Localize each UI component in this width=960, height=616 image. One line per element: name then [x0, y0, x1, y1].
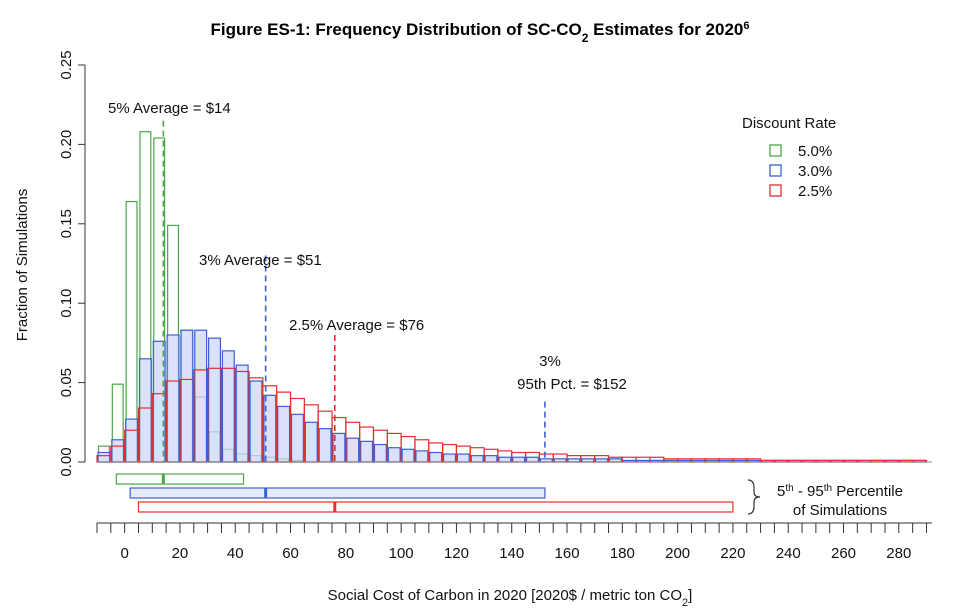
histogram-bar	[401, 448, 415, 463]
x-axis-label: Social Cost of Carbon in 2020 [2020$ / m…	[328, 587, 693, 609]
histogram-bar	[443, 453, 457, 463]
avg-5pct-label: 5% Average = $14	[108, 100, 231, 117]
x-tick-label: 280	[886, 545, 911, 562]
legend: Discount Rate 5.0% 3.0% 2.5%	[742, 115, 836, 200]
legend-title: Discount Rate	[742, 115, 836, 132]
histogram-bar	[111, 439, 125, 463]
histogram-bar	[387, 447, 401, 463]
histogram-bar	[138, 358, 152, 463]
histogram-bar	[415, 450, 429, 463]
percentile-label-line2: of Simulations	[793, 502, 887, 519]
histogram-bar	[512, 456, 526, 463]
histogram-bar	[304, 421, 318, 463]
histogram-bar	[346, 437, 360, 463]
x-tick-label: 200	[665, 545, 690, 562]
percentile-brace	[747, 479, 761, 515]
y-tick-label: 0.20	[58, 130, 75, 159]
legend-swatch-5pct	[769, 144, 782, 157]
x-tick-label: 0	[120, 545, 128, 562]
x-tick-label: 100	[389, 545, 414, 562]
y-axis-label: Fraction of Simulations	[14, 189, 31, 342]
histogram-bar	[373, 443, 387, 463]
percentile-bars	[115, 473, 734, 513]
y-tick-label: 0.25	[58, 50, 75, 79]
histogram-bar	[249, 380, 263, 463]
pct95-label-line2: 95th Pct. = $152	[517, 376, 627, 393]
percentile-label-line1: 5th - 95th Percentile	[777, 483, 903, 501]
histogram-bar	[290, 413, 304, 463]
y-tick-label: 0.05	[58, 368, 75, 397]
histogram-bar	[498, 456, 512, 463]
x-tick-label: 60	[282, 545, 299, 562]
series-3pct-bars	[97, 329, 927, 463]
percentile-bar	[115, 473, 245, 485]
histogram-bar	[456, 453, 470, 463]
histogram-bar	[360, 440, 374, 463]
average-lines	[162, 120, 546, 462]
histogram-bar	[277, 405, 291, 463]
histogram-bar	[429, 451, 443, 463]
x-tick-label: 240	[776, 545, 801, 562]
series-2-5pct-bars	[96, 367, 928, 463]
chart-title: Figure ES-1: Frequency Distribution of S…	[211, 20, 750, 45]
histogram-bar	[525, 456, 539, 463]
legend-swatch-2-5pct	[769, 184, 782, 197]
y-axis: 0.00 0.05 0.10 0.15 0.20 0.25	[58, 50, 86, 477]
legend-label-3pct: 3.0%	[798, 163, 832, 180]
histogram-bar	[318, 428, 332, 463]
pct95-label-line1: 3%	[539, 353, 561, 370]
histogram-bar	[235, 364, 249, 463]
histogram-bar	[180, 329, 194, 463]
y-tick-label: 0.15	[58, 209, 75, 238]
x-tick-label: 160	[555, 545, 580, 562]
legend-label-5pct: 5.0%	[798, 143, 832, 160]
histogram-bar	[207, 337, 222, 463]
x-tick-label: 140	[499, 545, 524, 562]
y-tick-label: 0.00	[58, 447, 75, 476]
histogram-bar	[470, 455, 484, 463]
x-tick-label: 80	[337, 545, 354, 562]
histogram-bar	[97, 451, 111, 463]
x-tick-label: 260	[831, 545, 856, 562]
legend-swatch-3pct	[769, 164, 782, 177]
avg-3pct-label: 3% Average = $51	[199, 252, 322, 269]
x-tick-label: 120	[444, 545, 469, 562]
histogram-bar	[125, 418, 139, 463]
avg-2-5pct-label: 2.5% Average = $76	[289, 317, 424, 334]
x-tick-label: 40	[227, 545, 244, 562]
x-tick-label: 180	[610, 545, 635, 562]
legend-label-2-5pct: 2.5%	[798, 183, 832, 200]
x-tick-label: 20	[172, 545, 189, 562]
x-tick-label: 220	[720, 545, 745, 562]
x-axis: 0 20 40 60 80 100 120 140 160 180 200 220 240 260 280	[96, 522, 932, 562]
histogram-bar	[221, 350, 235, 463]
percentile-bar	[129, 487, 546, 499]
percentile-bar	[137, 501, 734, 513]
y-tick-label: 0.10	[58, 289, 75, 318]
histogram-bar	[166, 334, 180, 463]
histogram-bar	[484, 455, 498, 463]
histogram-bar	[194, 329, 208, 463]
